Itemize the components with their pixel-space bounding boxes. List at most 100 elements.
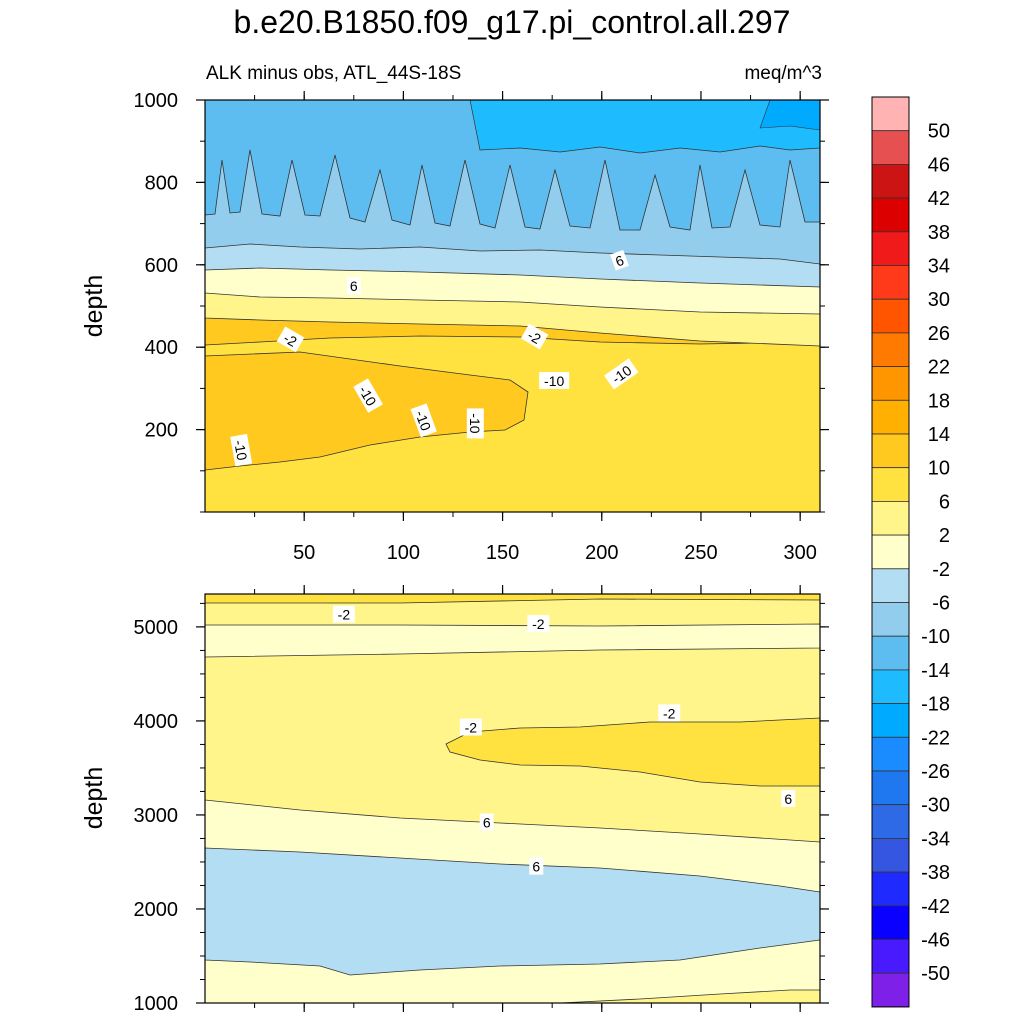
- upper-contour-label: 6: [609, 249, 629, 271]
- colorbar-segment: [871, 972, 910, 1008]
- upper-contour-label: -10: [410, 403, 437, 438]
- colorbar-segment: [871, 366, 910, 401]
- contour-label-text: 6: [483, 814, 491, 830]
- colorbar-label: 18: [928, 390, 950, 412]
- colorbar-label: -10: [921, 626, 950, 648]
- upper-contour-label: -2: [520, 323, 549, 350]
- colorbar-segment: [871, 130, 910, 165]
- upper-contour-labels: -10-10 -10-10-10 -10-2 -266: [230, 249, 639, 467]
- lower-contour-label: -2: [332, 605, 355, 623]
- upper-y-tick-label: 1000: [134, 90, 179, 112]
- colorbar-segment: [871, 871, 910, 907]
- upper-y-tick-label: 600: [145, 255, 178, 277]
- colorbar-segment: [871, 568, 910, 603]
- colorbar-segment: [871, 939, 910, 974]
- lower-y-tick-label: 2000: [134, 899, 179, 921]
- lower-y-tick-label: 4000: [134, 711, 179, 733]
- contour-label-bg: [520, 323, 549, 350]
- band-minus6-to-minus2: [205, 847, 820, 976]
- lower-contour-label: 6: [479, 813, 494, 831]
- contour-label-text: -2: [465, 720, 478, 736]
- contour-label-bg: [276, 326, 305, 353]
- colorbar-label: 38: [928, 222, 950, 244]
- lower-y-axis-title: depth: [80, 767, 108, 830]
- colorbar-label: -2: [932, 559, 950, 581]
- colorbar-segment: [871, 602, 910, 637]
- colorbar-label: 14: [928, 424, 950, 446]
- lower-panel: 1000 2000 3000 4000 5000 6 6 6 -2 -2 -2 -2: [134, 585, 829, 1015]
- upper-contour-label: -10: [466, 408, 484, 439]
- contour-label-bg: [529, 857, 544, 875]
- lower-y-tick-label: 1000: [134, 993, 179, 1015]
- colorbar-label: 46: [928, 154, 950, 176]
- contour-label-text: 6: [784, 791, 792, 807]
- colorbar-segment: [871, 534, 910, 570]
- contour-label-bg: [230, 433, 253, 467]
- contour-label-text: 6: [532, 859, 540, 875]
- x-tick-label: 50: [293, 542, 315, 564]
- colorbar-segment: [871, 433, 910, 469]
- colorbar-label: -34: [921, 828, 950, 850]
- colorbar-segment: [871, 635, 910, 671]
- colorbar-label: 6: [939, 491, 950, 513]
- band-minus2-to-2-upper: [205, 623, 820, 658]
- chart-title: b.e20.B1850.f09_g17.pi_control.all.297: [233, 4, 791, 40]
- colorbar-segment: [871, 804, 910, 839]
- colorbar-segment: [871, 298, 910, 334]
- upper-y-axis-title: depth: [80, 275, 108, 338]
- colorbar-frame: [871, 96, 910, 1008]
- contour-label-text: -10: [231, 439, 250, 462]
- upper-contour-label: -10: [539, 371, 570, 389]
- colorbar-segment: [871, 669, 910, 705]
- band-10-to-14-core: [205, 351, 529, 471]
- lower-contour-label: 6: [781, 789, 796, 807]
- contour-label-bg: [479, 813, 494, 831]
- colorbar-label: -26: [921, 761, 950, 783]
- contour-label-text: -2: [532, 616, 545, 632]
- x-tick-label: 150: [486, 542, 519, 564]
- upper-contour-fill: [205, 100, 820, 512]
- contour-label-bg: [346, 277, 361, 295]
- upper-contour-label: -2: [276, 326, 305, 353]
- contour-label-bg: [781, 789, 796, 807]
- lower-y-tick-label: 5000: [134, 617, 179, 639]
- chart-subtitle-variable: ALK minus obs, ATL_44S-18S: [206, 63, 462, 84]
- colorbar-segment: [871, 163, 910, 199]
- lower-plot-frame: [204, 593, 821, 1004]
- contour-label-bg: [459, 718, 482, 736]
- colorbar-segment: [871, 703, 910, 738]
- colorbar-label: 42: [928, 188, 950, 210]
- colorbar-label: 34: [928, 256, 950, 278]
- contour-label-bg: [527, 615, 550, 633]
- x-tick-label: 300: [783, 542, 816, 564]
- lower-contour-label: 6: [529, 857, 544, 875]
- colorbar-label: 10: [928, 458, 950, 480]
- band-2-to-6-bottom: [559, 989, 820, 1003]
- lower-contour-label: -2: [527, 615, 550, 633]
- colorbar-segment: [871, 905, 910, 940]
- contour-label-bg: [539, 371, 570, 389]
- upper-y-tick-label: 200: [145, 420, 178, 442]
- contour-label-bg: [332, 605, 355, 623]
- colorbar-label: -22: [921, 727, 950, 749]
- band-6-to-10-top: [205, 594, 820, 604]
- contour-label-text: -10: [412, 408, 434, 433]
- colorbar-segment: [871, 500, 910, 536]
- colorbar-segment: [871, 736, 910, 772]
- colorbar-label: -42: [921, 896, 950, 918]
- colorbar-label: -18: [921, 694, 950, 716]
- contour-label-text: -10: [467, 413, 483, 433]
- colorbar-label: 26: [928, 323, 950, 345]
- contour-label-bg: [609, 249, 629, 271]
- colorbar-label: 50: [928, 121, 950, 143]
- colorbar-label: 30: [928, 289, 950, 311]
- lower-contour-label: -2: [658, 704, 681, 722]
- chart-subtitle-units: meq/m^3: [744, 63, 822, 84]
- colorbar-segment: [871, 838, 910, 873]
- colorbar-label: 22: [928, 357, 950, 379]
- colorbar-segment: [871, 265, 910, 300]
- upper-contour-label: 6: [346, 277, 361, 295]
- colorbar-segment: [871, 332, 910, 367]
- band-6-to-10-tongue: [445, 717, 820, 787]
- band-minus22-to-minus18: [759, 100, 820, 131]
